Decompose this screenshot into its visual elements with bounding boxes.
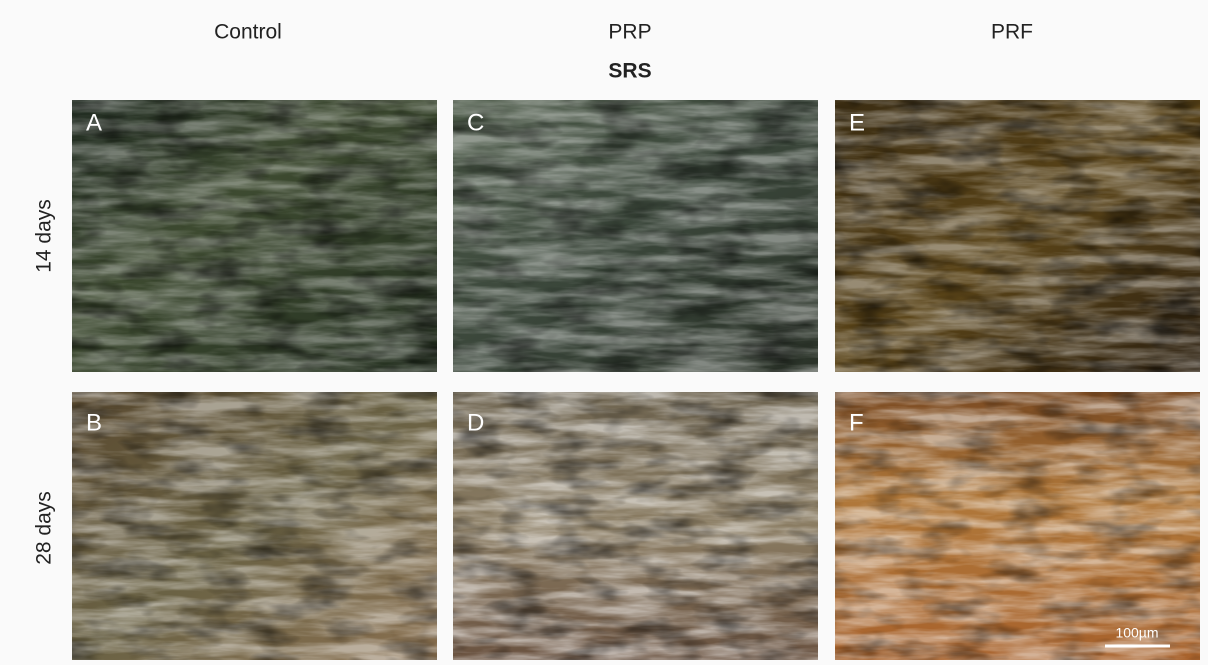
panel-letter: F [849,409,864,436]
panel: D [453,392,818,660]
row-label: 28 days [33,491,56,565]
panel-letter: C [467,109,484,136]
panel: C [453,100,818,372]
panel-letter: A [86,109,102,136]
row-label: 14 days [33,199,56,273]
panel: A [72,100,437,372]
panel-letter: D [467,409,484,436]
column-header: PRP [608,21,651,44]
column-header: PRF [991,21,1033,44]
panel: F 100µm [835,392,1200,660]
panel-letter: B [86,409,102,436]
panel: B [72,392,437,660]
figure-title: SRS [608,60,651,83]
panel-letter: E [849,109,865,136]
panel: E [835,100,1200,372]
scale-bar-label: 100µm [1115,625,1158,641]
column-header: Control [214,21,282,44]
